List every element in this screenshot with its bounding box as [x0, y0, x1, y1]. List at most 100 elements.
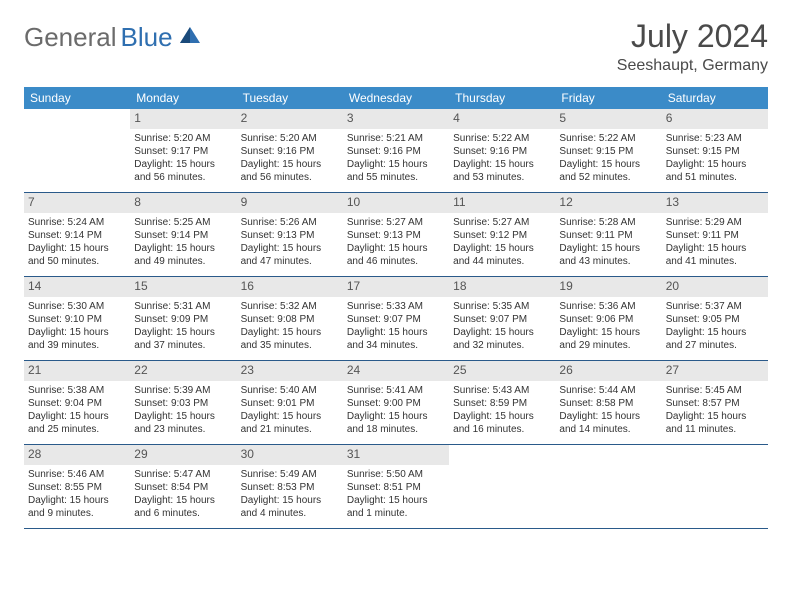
day-cell-31: 31Sunrise: 5:50 AMSunset: 8:51 PMDayligh… — [343, 445, 449, 529]
daylight-line: Daylight: 15 hours and 44 minutes. — [453, 242, 551, 268]
day-header-tuesday: Tuesday — [237, 87, 343, 109]
sunrise-line: Sunrise: 5:37 AM — [666, 300, 764, 313]
sunrise-line: Sunrise: 5:38 AM — [28, 384, 126, 397]
day-header-friday: Friday — [555, 87, 661, 109]
day-cell-30: 30Sunrise: 5:49 AMSunset: 8:53 PMDayligh… — [237, 445, 343, 529]
sunrise-line: Sunrise: 5:23 AM — [666, 132, 764, 145]
location: Seeshaupt, Germany — [617, 57, 768, 75]
day-number: 1 — [130, 109, 236, 129]
daylight-line: Daylight: 15 hours and 34 minutes. — [347, 326, 445, 352]
sunrise-line: Sunrise: 5:26 AM — [241, 216, 339, 229]
daylight-line: Daylight: 15 hours and 37 minutes. — [134, 326, 232, 352]
day-number: 15 — [130, 277, 236, 297]
day-number: 23 — [237, 361, 343, 381]
day-number: 17 — [343, 277, 449, 297]
daylight-line: Daylight: 15 hours and 18 minutes. — [347, 410, 445, 436]
day-number: 10 — [343, 193, 449, 213]
daylight-line: Daylight: 15 hours and 27 minutes. — [666, 326, 764, 352]
sunset-line: Sunset: 9:16 PM — [347, 145, 445, 158]
header: General Blue July 2024 Seeshaupt, German… — [24, 18, 768, 75]
day-number: 24 — [343, 361, 449, 381]
day-cell-27: 27Sunrise: 5:45 AMSunset: 8:57 PMDayligh… — [662, 361, 768, 445]
sunrise-line: Sunrise: 5:47 AM — [134, 468, 232, 481]
day-cell-22: 22Sunrise: 5:39 AMSunset: 9:03 PMDayligh… — [130, 361, 236, 445]
day-number: 4 — [449, 109, 555, 129]
sunrise-line: Sunrise: 5:30 AM — [28, 300, 126, 313]
sunset-line: Sunset: 9:07 PM — [453, 313, 551, 326]
day-number: 27 — [662, 361, 768, 381]
sunrise-line: Sunrise: 5:46 AM — [28, 468, 126, 481]
daylight-line: Daylight: 15 hours and 56 minutes. — [134, 158, 232, 184]
daylight-line: Daylight: 15 hours and 41 minutes. — [666, 242, 764, 268]
logo: General Blue — [24, 22, 201, 53]
sunset-line: Sunset: 9:13 PM — [241, 229, 339, 242]
day-cell-17: 17Sunrise: 5:33 AMSunset: 9:07 PMDayligh… — [343, 277, 449, 361]
day-cell-23: 23Sunrise: 5:40 AMSunset: 9:01 PMDayligh… — [237, 361, 343, 445]
sunrise-line: Sunrise: 5:41 AM — [347, 384, 445, 397]
day-number: 6 — [662, 109, 768, 129]
day-number: 21 — [24, 361, 130, 381]
day-number: 30 — [237, 445, 343, 465]
sunrise-line: Sunrise: 5:40 AM — [241, 384, 339, 397]
day-cell-26: 26Sunrise: 5:44 AMSunset: 8:58 PMDayligh… — [555, 361, 661, 445]
day-number: 13 — [662, 193, 768, 213]
sunrise-line: Sunrise: 5:25 AM — [134, 216, 232, 229]
day-header-sunday: Sunday — [24, 87, 130, 109]
daylight-line: Daylight: 15 hours and 35 minutes. — [241, 326, 339, 352]
daylight-line: Daylight: 15 hours and 47 minutes. — [241, 242, 339, 268]
sunrise-line: Sunrise: 5:31 AM — [134, 300, 232, 313]
logo-text-gray: General — [24, 22, 117, 53]
sunset-line: Sunset: 9:07 PM — [347, 313, 445, 326]
sunset-line: Sunset: 9:09 PM — [134, 313, 232, 326]
sunrise-line: Sunrise: 5:20 AM — [134, 132, 232, 145]
day-cell-8: 8Sunrise: 5:25 AMSunset: 9:14 PMDaylight… — [130, 193, 236, 277]
sunset-line: Sunset: 8:57 PM — [666, 397, 764, 410]
day-header-thursday: Thursday — [449, 87, 555, 109]
sunrise-line: Sunrise: 5:28 AM — [559, 216, 657, 229]
sunset-line: Sunset: 9:00 PM — [347, 397, 445, 410]
day-cell-12: 12Sunrise: 5:28 AMSunset: 9:11 PMDayligh… — [555, 193, 661, 277]
day-number: 29 — [130, 445, 236, 465]
day-cell-16: 16Sunrise: 5:32 AMSunset: 9:08 PMDayligh… — [237, 277, 343, 361]
day-cell-4: 4Sunrise: 5:22 AMSunset: 9:16 PMDaylight… — [449, 109, 555, 193]
sunset-line: Sunset: 9:10 PM — [28, 313, 126, 326]
sunset-line: Sunset: 9:04 PM — [28, 397, 126, 410]
day-header-wednesday: Wednesday — [343, 87, 449, 109]
empty-cell — [449, 445, 555, 529]
daylight-line: Daylight: 15 hours and 11 minutes. — [666, 410, 764, 436]
sunrise-line: Sunrise: 5:29 AM — [666, 216, 764, 229]
sunrise-line: Sunrise: 5:22 AM — [559, 132, 657, 145]
daylight-line: Daylight: 15 hours and 56 minutes. — [241, 158, 339, 184]
sunset-line: Sunset: 9:14 PM — [134, 229, 232, 242]
day-number: 12 — [555, 193, 661, 213]
sunset-line: Sunset: 8:58 PM — [559, 397, 657, 410]
day-number: 16 — [237, 277, 343, 297]
daylight-line: Daylight: 15 hours and 4 minutes. — [241, 494, 339, 520]
sunset-line: Sunset: 9:16 PM — [453, 145, 551, 158]
day-number: 31 — [343, 445, 449, 465]
sunset-line: Sunset: 9:03 PM — [134, 397, 232, 410]
month-title: July 2024 — [617, 18, 768, 55]
sunset-line: Sunset: 9:06 PM — [559, 313, 657, 326]
day-cell-2: 2Sunrise: 5:20 AMSunset: 9:16 PMDaylight… — [237, 109, 343, 193]
sunrise-line: Sunrise: 5:35 AM — [453, 300, 551, 313]
day-header-saturday: Saturday — [662, 87, 768, 109]
day-number: 5 — [555, 109, 661, 129]
sunset-line: Sunset: 9:16 PM — [241, 145, 339, 158]
sunrise-line: Sunrise: 5:27 AM — [347, 216, 445, 229]
sunrise-line: Sunrise: 5:22 AM — [453, 132, 551, 145]
day-number: 18 — [449, 277, 555, 297]
day-cell-20: 20Sunrise: 5:37 AMSunset: 9:05 PMDayligh… — [662, 277, 768, 361]
sunset-line: Sunset: 9:13 PM — [347, 229, 445, 242]
daylight-line: Daylight: 15 hours and 50 minutes. — [28, 242, 126, 268]
sunrise-line: Sunrise: 5:49 AM — [241, 468, 339, 481]
day-number: 14 — [24, 277, 130, 297]
day-number: 20 — [662, 277, 768, 297]
sunset-line: Sunset: 8:54 PM — [134, 481, 232, 494]
day-number: 9 — [237, 193, 343, 213]
day-cell-6: 6Sunrise: 5:23 AMSunset: 9:15 PMDaylight… — [662, 109, 768, 193]
daylight-line: Daylight: 15 hours and 39 minutes. — [28, 326, 126, 352]
logo-triangle-icon — [179, 25, 201, 50]
day-number: 11 — [449, 193, 555, 213]
day-cell-9: 9 Sunrise: 5:26 AMSunset: 9:13 PMDaylight… — [237, 193, 343, 277]
